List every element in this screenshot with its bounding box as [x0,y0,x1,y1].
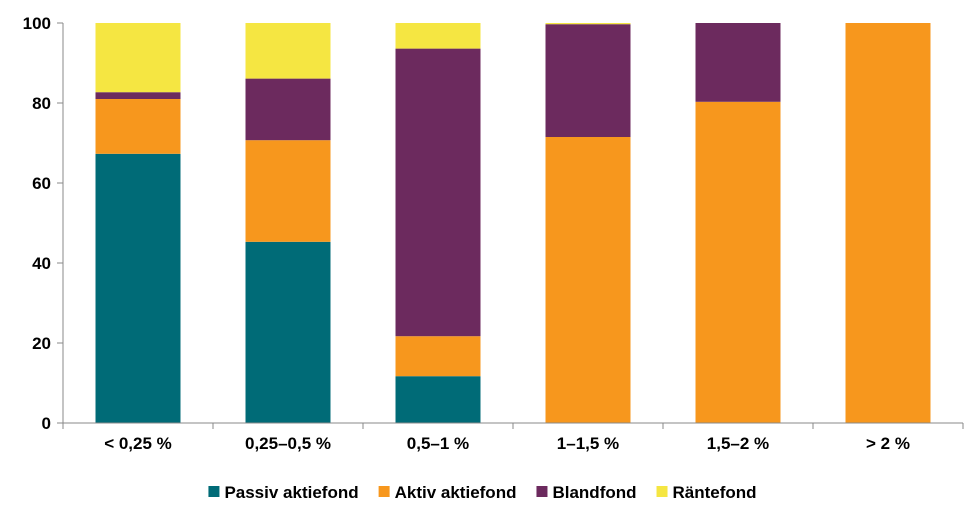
bar-segment-4-cat-2 [245,23,331,79]
y-tick-label-4: 80 [32,94,51,113]
bar-segment-2-cat-4 [545,137,631,423]
y-tick-label-3: 60 [32,174,51,193]
y-tick-label-0: 0 [42,414,51,433]
bar-segment-1-cat-1 [95,153,181,424]
x-category-label-1: < 0,25 % [104,434,172,453]
x-category-label-5: 1,5–2 % [707,434,769,453]
bar-segment-3-cat-1 [95,92,181,99]
bar-segment-2-cat-1 [95,99,181,154]
bar-segment-4-cat-4 [545,23,631,25]
bar-segment-3-cat-2 [245,78,331,141]
bar-segment-3-cat-5 [695,23,781,102]
legend-label-4: Räntefond [673,483,757,502]
x-category-label-2: 0,25–0,5 % [245,434,331,453]
x-category-label-4: 1–1,5 % [557,434,619,453]
legend-label-1: Passiv aktiefond [224,483,358,502]
legend-swatch-2 [378,486,390,497]
legend-label-2: Aktiv aktiefond [395,483,517,502]
bar-segment-2-cat-6 [845,23,931,423]
bar-segment-1-cat-3 [395,376,481,423]
x-category-label-6: > 2 % [866,434,910,453]
legend-swatch-1 [208,486,220,497]
axes-group: 0 20 40 60 80 100 < 0,25 % 0,25–0,5 % 0,5–1 % 1–1… [23,14,964,453]
y-tick-label-5: 100 [23,14,51,33]
bar-segment-1-cat-2 [245,241,331,423]
y-tick-label-1: 20 [32,334,51,353]
bar-segment-3-cat-4 [545,24,631,138]
bar-segment-2-cat-2 [245,140,331,242]
x-category-label-3: 0,5–1 % [407,434,469,453]
bar-segment-4-cat-1 [95,23,181,93]
legend-swatch-3 [536,486,548,497]
legend-swatch-4 [656,486,668,497]
legend-label-3: Blandfond [552,483,636,502]
bar-segment-2-cat-3 [395,336,481,377]
bar-segment-2-cat-5 [695,101,781,424]
bar-segment-3-cat-3 [395,48,481,337]
bars-group [95,23,931,424]
y-tick-label-2: 40 [32,254,51,273]
legend: Passiv aktiefond Aktiv aktiefond Blandfond… [208,483,757,502]
bar-segment-4-cat-3 [395,23,481,49]
